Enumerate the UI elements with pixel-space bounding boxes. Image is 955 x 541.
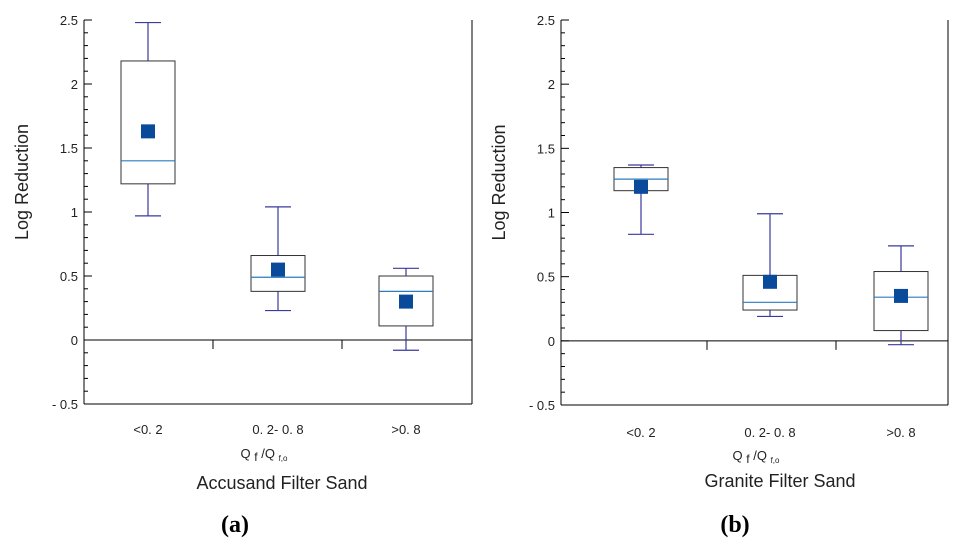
box-plot-item: [742, 213, 798, 318]
y-tick-label: 2.5: [537, 13, 555, 28]
mean-marker: [763, 274, 777, 289]
y-tick-label: 2: [548, 77, 555, 92]
y-tick-label: 2: [71, 77, 78, 92]
iqr-box: [378, 275, 434, 327]
x-category-label: 0. 2- 0. 8: [744, 425, 795, 440]
y-tick-label: 0: [71, 333, 78, 348]
mean-marker: [634, 179, 648, 194]
y-tick-label: 0: [548, 334, 555, 349]
mean-marker: [399, 294, 413, 309]
x-category-label: 0. 2- 0. 8: [252, 422, 303, 437]
box-plot-item: [378, 267, 434, 351]
x-axis-label: Q f /Q f,o: [241, 446, 288, 464]
chart-title: Granite Filter Sand: [704, 471, 855, 491]
box-plot-accusand: 2.5 2 1.5 1 0.5 0 - 0.5 Log Reduction <0. 2 0. 2-…: [12, 13, 473, 538]
panel-label: (a): [221, 512, 249, 538]
iqr-box: [873, 271, 929, 332]
y-tick-label: 2.5: [60, 13, 78, 28]
x-category-label: >0. 8: [886, 425, 915, 440]
mean-marker: [271, 262, 285, 277]
y-axis-label: Log Reduction: [12, 124, 32, 240]
chart-panel-a: 2.5 2 1.5 1 0.5 0 - 0.5 Log Reduction <0. 2 0. 2-…: [12, 13, 473, 538]
x-axis-label: Q f /Q f,o: [733, 448, 780, 466]
y-tick-label: 1: [71, 205, 78, 220]
chart-title: Accusand Filter Sand: [196, 473, 367, 493]
box-plot-item: [250, 206, 306, 312]
y-tick-label: 1.5: [537, 141, 555, 156]
y-tick-label: 1: [548, 206, 555, 221]
y-tick-label: - 0.5: [529, 398, 555, 413]
box-plot-item: [873, 245, 929, 346]
mean-marker: [894, 288, 908, 303]
chart-panel-b: 2.5 2 1.5 1 0.5 0 - 0.5 Log Reduction <0. 2 0. 2-…: [478, 0, 955, 541]
y-tick-label: 1.5: [60, 141, 78, 156]
x-category-label: <0. 2: [133, 422, 162, 437]
iqr-box: [250, 255, 306, 292]
box-plot-item: [120, 21, 176, 217]
y-tick-label: - 0.5: [52, 397, 78, 412]
panel-label: (b): [720, 512, 749, 538]
y-axis-label: Log Reduction: [489, 124, 509, 240]
y-tick-label: 0.5: [537, 270, 555, 285]
mean-marker: [141, 124, 155, 139]
box-plot-item: [613, 164, 669, 235]
box-plot-granite: 2.5 2 1.5 1 0.5 0 - 0.5 Log Reduction <0. 2 0. 2-…: [489, 13, 949, 538]
iqr-box: [120, 60, 176, 185]
y-tick-label: 0.5: [60, 269, 78, 284]
x-category-label: >0. 8: [391, 422, 420, 437]
x-category-label: <0. 2: [626, 425, 655, 440]
